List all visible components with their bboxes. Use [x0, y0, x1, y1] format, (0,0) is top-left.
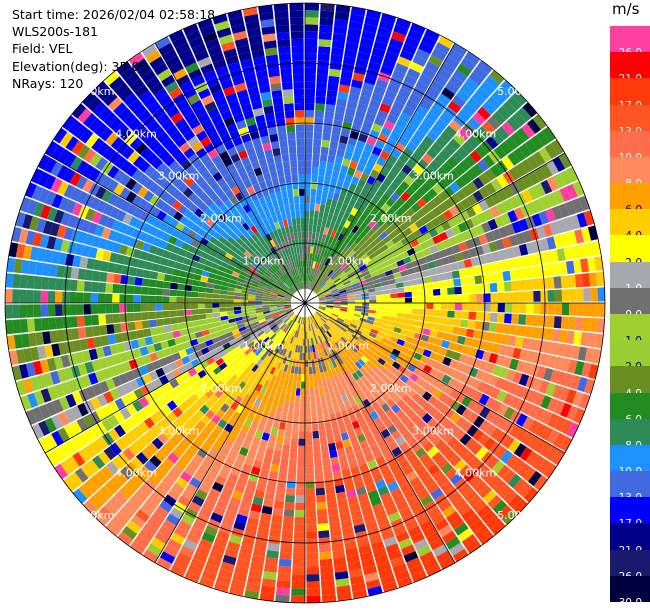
range-ring-label: 2.00km [200, 382, 242, 395]
range-ring-label: 3.00km [158, 424, 200, 437]
azimuth-spokes [5, 3, 605, 603]
azimuth-spoke [44, 302, 306, 454]
range-ring-label: 5.00km [73, 509, 115, 522]
radar-rays [5, 3, 605, 603]
colorbar-segment: 8.0 [610, 156, 650, 190]
colorbar-segment: -17.0 [610, 497, 650, 530]
colorbar: 26.021.017.013.010.08.06.04.02.01.00.0-1… [610, 26, 650, 609]
azimuth-spoke [44, 152, 306, 304]
colorbar-unit: m/s [612, 0, 640, 18]
range-ring-labels: 1.00km 1.00km 1.00km 1.00km 2.00km 2.00km 2.00… [73, 85, 539, 522]
instrument-name: WLS200s-181 [12, 24, 98, 40]
colorbar-tick-label: -30.0 [614, 596, 642, 609]
elevation-text: Elevation(deg): 35.00 [12, 58, 148, 74]
range-ring-label: 2.00km [370, 212, 412, 225]
range-ring-label: 3.00km [412, 170, 454, 183]
colorbar-segment: -30.0 [610, 575, 650, 609]
colorbar-segment: -4.0 [610, 366, 650, 400]
range-ring-label: 2.00km [370, 382, 412, 395]
range-ring-label: 5.00km [497, 85, 539, 98]
azimuth-spoke [304, 42, 456, 304]
range-ring-label: 4.00km [455, 127, 497, 140]
colorbar-segment: 13.0 [610, 104, 650, 138]
nrays-text: NRays: 120 [12, 75, 84, 91]
colorbar-segment: -6.0 [610, 392, 650, 426]
colorbar-segment: 2.0 [610, 235, 650, 269]
colorbar-segment: 21.0 [610, 52, 650, 85]
range-ring-label: 1.00km [327, 339, 369, 352]
azimuth-spoke [154, 42, 306, 304]
scan-info: Start time: 2026/02/04 02:58:18 WLS200s-… [12, 6, 215, 92]
azimuth-spoke [304, 152, 566, 304]
colorbar-segment: 10.0 [610, 130, 650, 164]
range-ring-label: 1.00km [243, 255, 285, 268]
range-ring-label: 5.00km [497, 509, 539, 522]
colorbar-segment: 4.0 [610, 209, 650, 242]
range-ring-label: 5.00km [73, 85, 115, 98]
azimuth-spoke [304, 302, 456, 564]
colorbar-segment: 26.0 [610, 26, 650, 59]
colorbar-segment: -26.0 [610, 549, 650, 583]
range-ring-label: 1.00km [243, 339, 285, 352]
range-ring-label: 1.00km [327, 255, 369, 268]
colorbar-segment: -8.0 [610, 418, 650, 452]
range-ring-label: 3.00km [412, 424, 454, 437]
range-ring-label: 3.00km [158, 170, 200, 183]
range-ring-label: 4.00km [115, 127, 157, 140]
colorbar-segment: -1.0 [610, 314, 650, 347]
colorbar-segment: -21.0 [610, 523, 650, 557]
colorbar-segment: -10.0 [610, 444, 650, 478]
colorbar-segment: -2.0 [610, 340, 650, 373]
azimuth-spoke [304, 302, 566, 454]
azimuth-spoke [154, 302, 306, 564]
range-ring-label: 2.00km [200, 212, 242, 225]
range-ring-label: 4.00km [455, 467, 497, 480]
colorbar-segment: 17.0 [610, 78, 650, 112]
colorbar-segment: 0.0 [610, 287, 650, 321]
colorbar-segment: 6.0 [610, 183, 650, 216]
range-ring-label: 4.00km [115, 467, 157, 480]
start-time-text: Start time: 2026/02/04 02:58:18 [12, 7, 216, 22]
colorbar-segment: 1.0 [610, 261, 650, 295]
colorbar-segment: -13.0 [610, 471, 650, 504]
field-text: Field: VEL [12, 41, 73, 57]
